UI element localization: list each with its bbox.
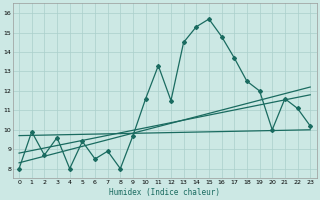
X-axis label: Humidex (Indice chaleur): Humidex (Indice chaleur)	[109, 188, 220, 197]
